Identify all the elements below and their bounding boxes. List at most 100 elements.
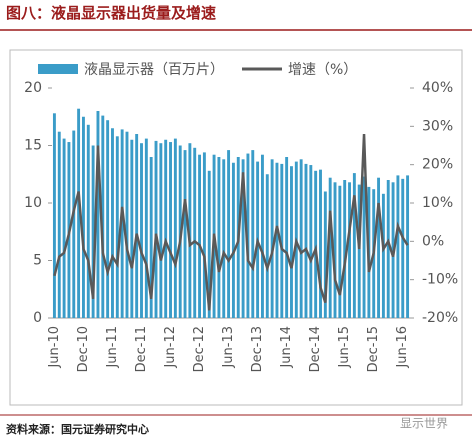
bar bbox=[299, 159, 303, 318]
y-tick-label: 20 bbox=[24, 80, 42, 96]
bar bbox=[343, 180, 347, 318]
y2-tick-label: 10% bbox=[422, 195, 453, 211]
bar bbox=[81, 116, 85, 318]
legend-swatch bbox=[38, 64, 78, 74]
bar bbox=[149, 157, 153, 318]
bar bbox=[309, 165, 313, 318]
bar bbox=[96, 111, 100, 318]
x-tick-label: Jun-15 bbox=[337, 326, 352, 369]
x-tick-label: Jun-10 bbox=[47, 326, 62, 369]
x-tick-label: Jun-14 bbox=[279, 326, 294, 369]
bar bbox=[352, 173, 356, 318]
x-tick-label: Jun-11 bbox=[105, 326, 120, 369]
bar bbox=[222, 159, 226, 318]
bar bbox=[227, 150, 231, 318]
bar bbox=[188, 143, 192, 318]
y-tick-label: 10 bbox=[24, 195, 42, 211]
bar bbox=[72, 130, 76, 318]
bar bbox=[217, 157, 221, 318]
bar bbox=[52, 113, 56, 318]
bar bbox=[86, 124, 90, 318]
bar bbox=[348, 182, 351, 318]
bar bbox=[246, 153, 250, 318]
y2-tick-label: 20% bbox=[422, 157, 453, 173]
bar bbox=[260, 154, 264, 318]
x-tick-label: Jun-13 bbox=[221, 326, 236, 369]
x-tick-label: Jun-12 bbox=[163, 326, 178, 369]
bar bbox=[202, 152, 206, 318]
bar bbox=[111, 128, 114, 318]
bar bbox=[357, 184, 361, 318]
bar bbox=[106, 120, 110, 318]
bar bbox=[280, 163, 284, 318]
bar bbox=[101, 115, 105, 318]
bar bbox=[314, 170, 318, 318]
bar bbox=[406, 175, 410, 318]
y2-tick-label: -20% bbox=[422, 310, 458, 326]
bar bbox=[91, 145, 95, 318]
watermark: 显示世界 bbox=[400, 417, 448, 431]
bar bbox=[169, 142, 172, 318]
bar bbox=[275, 162, 279, 318]
x-tick-label: Dec-14 bbox=[308, 326, 323, 372]
y-tick-label: 0 bbox=[33, 310, 42, 326]
chart-frame bbox=[9, 49, 463, 406]
bar bbox=[251, 150, 255, 318]
bar bbox=[57, 131, 61, 318]
bar bbox=[377, 177, 381, 318]
bar bbox=[285, 157, 289, 318]
bar bbox=[270, 159, 274, 318]
bar bbox=[62, 138, 66, 318]
bar bbox=[115, 136, 119, 318]
bar bbox=[231, 162, 235, 318]
bar bbox=[198, 154, 202, 318]
y-tick-label: 5 bbox=[33, 253, 42, 269]
bar bbox=[381, 193, 385, 318]
bar bbox=[290, 166, 293, 318]
chart-title: 图八：液晶显示器出货量及增速 bbox=[6, 4, 216, 22]
bar bbox=[338, 185, 342, 318]
bar bbox=[319, 169, 322, 318]
bar bbox=[328, 177, 332, 318]
y2-tick-label: -10% bbox=[422, 272, 458, 288]
line bbox=[53, 133, 409, 311]
bar bbox=[304, 163, 308, 318]
bar bbox=[135, 134, 139, 318]
bar bbox=[333, 182, 337, 318]
y-tick-label: 15 bbox=[24, 138, 42, 154]
y2-tick-label: 30% bbox=[422, 118, 453, 134]
bar bbox=[173, 138, 177, 318]
bar bbox=[164, 139, 168, 318]
bar bbox=[130, 139, 134, 318]
bar bbox=[144, 138, 148, 318]
bar bbox=[396, 175, 400, 318]
bar bbox=[207, 170, 211, 318]
bar bbox=[362, 176, 366, 318]
y2-tick-label: 0% bbox=[422, 233, 444, 249]
bar bbox=[386, 180, 390, 318]
bar bbox=[193, 147, 197, 318]
bar bbox=[183, 150, 187, 318]
legend-label: 液晶显示器（百万片） bbox=[84, 62, 224, 78]
x-tick-label: Dec-13 bbox=[250, 326, 265, 372]
bar bbox=[401, 178, 405, 318]
bar bbox=[154, 140, 158, 318]
x-tick-label: Dec-12 bbox=[192, 326, 207, 372]
bar bbox=[323, 191, 327, 318]
bar bbox=[120, 129, 124, 318]
x-tick-label: Dec-15 bbox=[366, 326, 381, 372]
bar bbox=[265, 174, 269, 318]
x-tick-label: Jun-16 bbox=[395, 326, 410, 369]
bar bbox=[241, 159, 245, 318]
y2-tick-label: 40% bbox=[422, 80, 453, 96]
legend-label: 增速（%） bbox=[288, 62, 357, 78]
bar bbox=[140, 143, 143, 318]
bar bbox=[77, 108, 81, 318]
bar bbox=[159, 143, 163, 318]
source: 资料来源：国元证券研究中心 bbox=[6, 422, 149, 436]
x-tick-label: Dec-11 bbox=[134, 326, 149, 372]
x-tick-label: Dec-10 bbox=[76, 326, 91, 372]
bar bbox=[125, 131, 129, 318]
